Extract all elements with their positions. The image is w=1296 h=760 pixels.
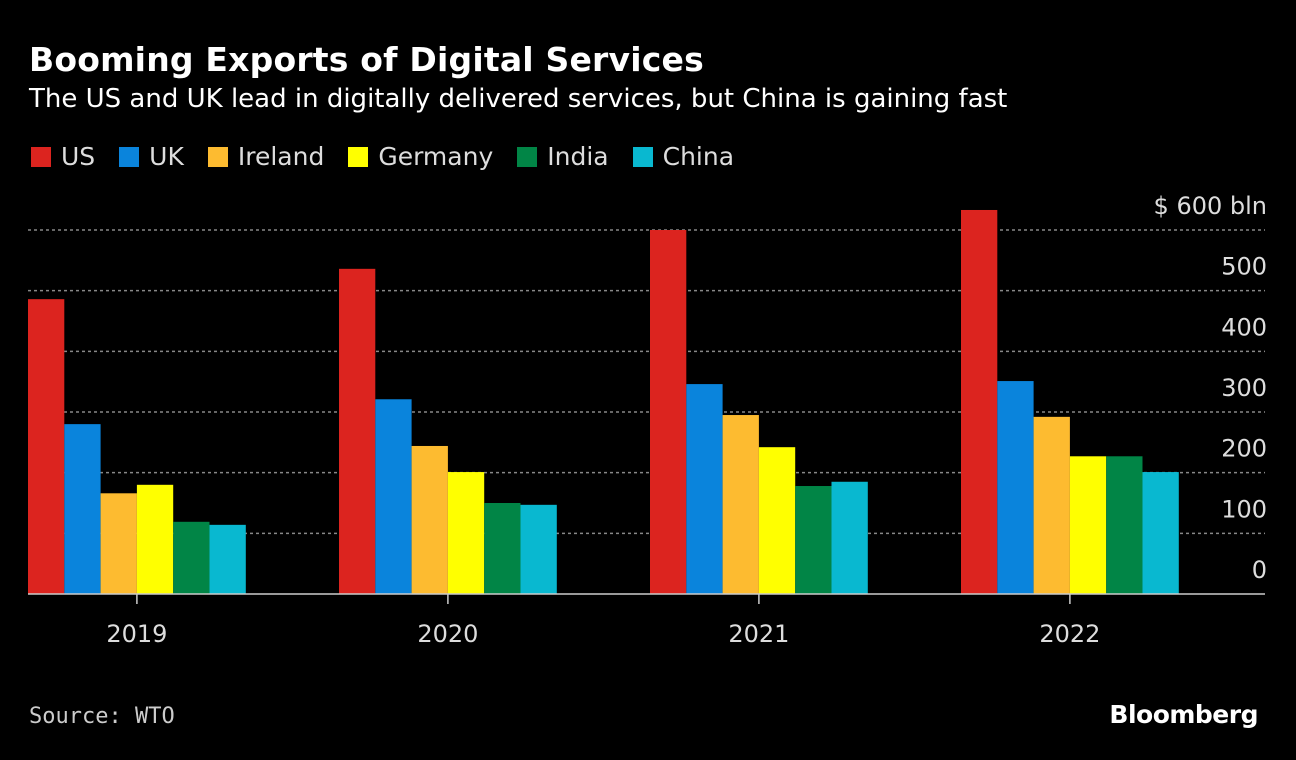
legend-swatch [517, 146, 538, 167]
legend-label: Germany [378, 142, 494, 171]
bar-india-2021 [795, 486, 832, 594]
bar-us-2019 [28, 299, 65, 594]
bar-germany-2022 [1069, 456, 1107, 594]
legend-label: China [662, 142, 735, 171]
bar-ireland-2019 [100, 493, 137, 594]
source-note: Source: WTO [29, 704, 175, 729]
legend-label: UK [149, 142, 184, 171]
legend-swatch [119, 146, 140, 167]
bar-us-2020 [339, 268, 376, 594]
bar-ireland-2021 [722, 415, 759, 594]
legend-label: US [61, 142, 96, 171]
bloomberg-logo: Bloomberg [1109, 700, 1258, 729]
bar-germany-2020 [447, 472, 485, 594]
chart-title: Booming Exports of Digital Services [29, 40, 704, 79]
legend-swatch [31, 146, 51, 167]
bar-india-2022 [1106, 456, 1143, 594]
x-tick-label: 2019 [106, 620, 167, 648]
y-tick-label: 300 [1221, 374, 1267, 402]
x-tick-label: 2022 [1039, 620, 1100, 648]
legend-item-china: China [632, 142, 735, 171]
bar-china-2022 [1142, 472, 1179, 594]
x-tick-label: 2021 [728, 620, 789, 648]
legend-swatch [348, 146, 369, 167]
legend-item-us: US [31, 142, 95, 171]
legend-swatch [632, 146, 653, 167]
legend-swatch [207, 146, 228, 167]
bar-ireland-2020 [411, 445, 448, 594]
bar-us-2021 [650, 230, 687, 594]
legend-label: Ireland [237, 142, 325, 171]
bar-us-2022 [961, 209, 998, 595]
y-tick-label: 100 [1221, 495, 1267, 523]
bar-india-2019 [173, 521, 210, 594]
legend-item-ireland: Ireland [207, 142, 325, 171]
legend-item-india: India [517, 142, 609, 171]
legend-label: India [547, 142, 609, 171]
bar-china-2019 [209, 524, 246, 594]
chart-subtitle: The US and UK lead in digitally delivere… [29, 84, 1008, 114]
legend-item-germany: Germany [348, 142, 493, 171]
bar-india-2020 [484, 503, 521, 594]
y-tick-label: 400 [1221, 313, 1267, 341]
x-tick-label: 2020 [417, 620, 478, 648]
bar-ireland-2022 [1033, 416, 1070, 594]
bar-uk-2021 [686, 384, 723, 594]
bar-china-2021 [831, 481, 868, 594]
bar-uk-2022 [997, 381, 1034, 594]
bar-china-2020 [520, 504, 557, 594]
y-tick-label: 500 [1221, 253, 1267, 281]
bar-uk-2020 [375, 399, 412, 594]
y-tick-label: 0 [1252, 556, 1267, 584]
y-tick-label: $ 600 bln [1154, 192, 1267, 220]
y-tick-label: 200 [1221, 435, 1267, 463]
bar-uk-2019 [64, 424, 101, 594]
legend-item-uk: UK [119, 142, 184, 171]
legend: US UK Ireland Germany India China [31, 142, 758, 171]
bar-germany-2021 [758, 447, 796, 594]
bar-germany-2019 [136, 484, 174, 594]
